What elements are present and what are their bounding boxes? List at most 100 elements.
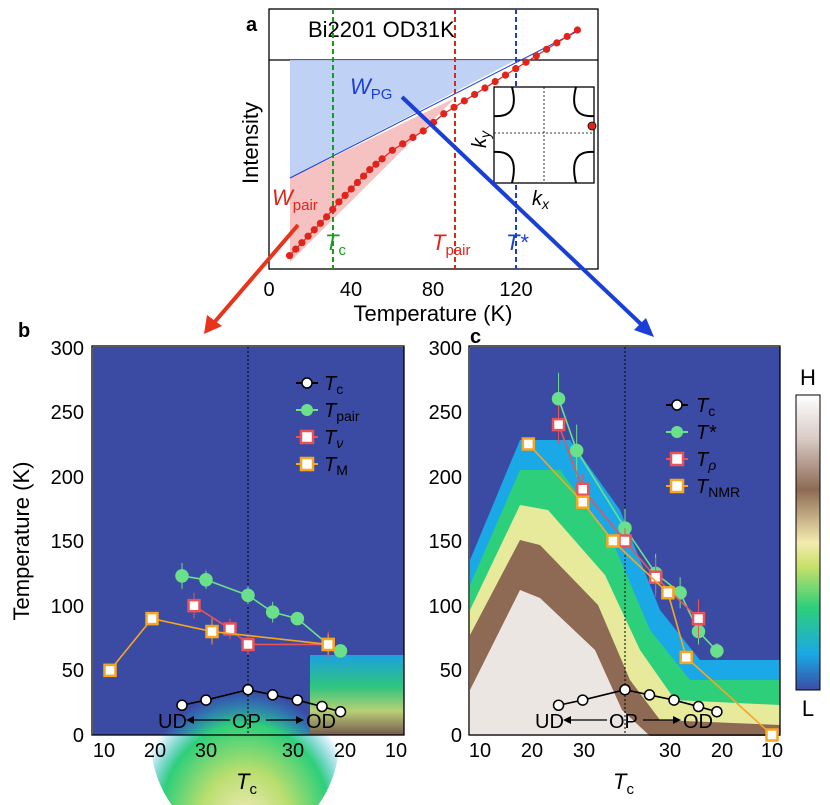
point-tpair	[242, 589, 254, 601]
point-tm	[105, 665, 116, 676]
pa-xtick-80: 80	[422, 279, 444, 301]
pa-intensity-point	[335, 198, 342, 205]
pa-intensity-point	[317, 220, 324, 227]
pc-leg-trho-marker	[671, 453, 683, 465]
colorbar-gradient	[796, 395, 820, 690]
panel-label-c: c	[470, 326, 481, 348]
tstar-label: T*	[506, 230, 529, 255]
pa-intensity-point	[492, 78, 499, 85]
pa-intensity-point	[543, 46, 550, 53]
pc-ytick-200: 200	[429, 467, 462, 489]
pa-intensity-point	[341, 192, 348, 199]
point-tm	[207, 626, 218, 637]
pb-ytick-200: 200	[51, 467, 84, 489]
point-tc	[243, 685, 253, 695]
pa-intensity-point	[574, 26, 581, 33]
pa-xtick-120: 120	[499, 279, 532, 301]
point-tm	[147, 613, 158, 624]
pb-leg-tnu-marker	[301, 431, 313, 443]
pb-xtick-4: 30	[282, 740, 304, 762]
pc-xtick-5: 20	[711, 740, 733, 762]
pa-intensity-point	[533, 52, 540, 59]
pb-xtick-1: 10	[93, 740, 115, 762]
point-tpair	[200, 574, 212, 586]
pa-intensity-point	[298, 239, 305, 246]
point-tnmr	[607, 536, 618, 547]
point-tpair	[267, 606, 279, 618]
point-tc	[268, 690, 278, 700]
point-tnmr	[767, 730, 778, 741]
point-tc	[554, 700, 564, 710]
tc-label: Tc	[325, 230, 346, 259]
pa-intensity-point	[502, 72, 509, 79]
pa-ylabel: Intensity	[238, 102, 263, 184]
pb-ytick-250: 250	[51, 402, 84, 424]
pb-xtick-2: 20	[144, 740, 166, 762]
point-tpair	[176, 570, 188, 582]
pa-intensity-point	[348, 185, 355, 192]
pa-intensity-point	[471, 91, 478, 98]
pc-doping-labels: UD OP OD	[535, 711, 713, 733]
pa-intensity-point	[311, 226, 318, 233]
pa-intensity-point	[378, 155, 385, 162]
pb-xtick-6: 10	[385, 740, 407, 762]
point-tc	[578, 695, 588, 705]
fermi-surface-inset: ky kx	[469, 87, 596, 212]
pc-xtick-6: 10	[761, 740, 783, 762]
point-tnmr	[681, 652, 692, 663]
point-trho	[693, 613, 704, 624]
pc-od: OD	[683, 711, 713, 733]
tpair-label: Tpair	[432, 230, 470, 259]
pc-ytick-100: 100	[429, 596, 462, 618]
pa-xtick-0: 0	[263, 279, 274, 301]
pc-xtick-3: 30	[573, 740, 595, 762]
pc-ytick-50: 50	[440, 660, 462, 682]
pc-ud: UD	[535, 711, 564, 733]
point-tnmr	[577, 497, 588, 508]
panel-label-a: a	[246, 14, 258, 36]
colorbar-low: L	[802, 696, 814, 721]
pa-intensity-point	[420, 127, 427, 134]
point-tnmr	[523, 439, 534, 450]
panel-a-title: Bi2201 OD31K	[308, 17, 455, 42]
pb-ytick-100: 100	[51, 596, 84, 618]
point-tpair	[335, 645, 347, 657]
pc-ytick-150: 150	[429, 531, 462, 553]
pa-intensity-point	[440, 110, 447, 117]
colorbar: H L	[796, 365, 820, 721]
point-tc	[712, 707, 722, 717]
panel-c: c Tc T* Tρ TNMR UD	[429, 326, 820, 798]
pb-ytick-150: 150	[51, 531, 84, 553]
pa-intensity-point	[450, 104, 457, 111]
point-tstar	[553, 393, 565, 405]
point-tc	[201, 695, 211, 705]
pa-intensity-point	[366, 166, 373, 173]
pa-intensity-point	[553, 39, 560, 46]
pb-op: OP	[232, 711, 261, 733]
pb-ytick-50: 50	[62, 660, 84, 682]
pa-intensity-point	[292, 246, 299, 253]
colorbar-high: H	[800, 365, 816, 390]
pa-intensity-point	[323, 213, 330, 220]
pc-leg-tnmr-marker	[671, 480, 683, 492]
point-tpair	[291, 613, 303, 625]
arrow-to-b	[212, 225, 298, 325]
pc-xtick-2: 20	[521, 740, 543, 762]
point-trho	[577, 484, 588, 495]
pc-xtick-4: 30	[659, 740, 681, 762]
pa-intensity-point	[481, 84, 488, 91]
pc-ytick-250: 250	[429, 402, 462, 424]
point-tc	[292, 695, 302, 705]
pb-leg-tc-marker	[302, 378, 312, 388]
point-tc	[620, 685, 630, 695]
pb-leg-tm-marker	[301, 458, 313, 470]
pa-xlabel: Temperature (K)	[354, 301, 513, 326]
point-tm	[323, 639, 334, 650]
pa-intensity-point	[564, 33, 571, 40]
pb-ylabel: Temperature (K)	[9, 462, 34, 621]
pa-intensity-point	[286, 252, 293, 259]
pa-intensity-point	[329, 206, 336, 213]
pc-leg-tstar-marker	[671, 426, 683, 438]
pb-ytick-0: 0	[73, 725, 84, 747]
pa-intensity-point	[389, 147, 396, 154]
